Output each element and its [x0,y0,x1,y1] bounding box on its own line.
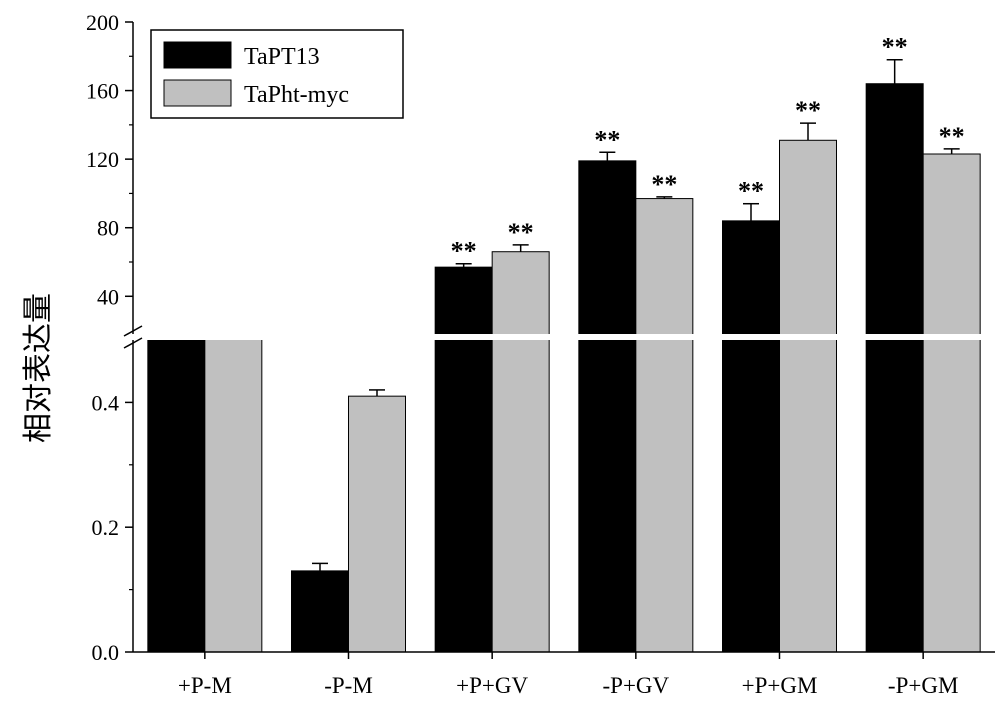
legend-swatch-tapht-myc [163,79,232,107]
bar-upper-tapt13-p-gv [434,266,493,334]
bar-lower-tapt13-p-gv [434,340,493,652]
significance-tapt13-p-gv: ** [451,237,477,266]
bar-lower-tapht-myc-p-gv [635,340,694,652]
x-tick-label-p-gv: -P+GV [603,673,670,698]
x-tick-label-p-gv: +P+GV [456,673,528,698]
significance-tapt13-p-gm: ** [882,33,908,62]
legend-swatch-tapt13 [163,41,232,69]
bar-lower-tapht-myc-p-gv [491,340,550,652]
x-tick-label-p-gm: +P+GM [742,673,818,698]
bar-upper-tapt13-p-gm [722,220,780,334]
y-tick-label-upper-200: 200 [86,10,119,35]
bar-lower-tapt13-p-gm [865,340,924,652]
y-tick-label-upper-80: 80 [97,216,119,241]
bar-lower-tapht-myc-p-gm [779,340,837,652]
bars-lower-segment [147,340,981,652]
bar-lower-tapt13-p-gv [578,340,637,652]
significance-tapt13-p-gm: ** [738,177,764,206]
significance-tapht-myc-p-gm: ** [939,122,965,151]
bar-upper-tapt13-p-gm [865,83,924,334]
chart-overlay: ** ** ** ** ** ** ** ** [123,33,997,571]
bar-upper-tapht-myc-p-gm [922,153,981,334]
axis-break-mark-lower [123,337,143,349]
y-tick-label-upper-40: 40 [97,284,119,309]
bar-upper-tapt13-p-gv [578,160,637,334]
y-tick-label-lower-0-0: 0.0 [92,640,120,665]
bar-lower-tapht-myc-p-m [348,395,406,652]
x-tick-label-p-m: +P-M [178,673,232,698]
axis-break-mark-upper [123,325,143,337]
legend: TaPT13 TaPht-myc [150,29,404,119]
bars-upper-segment [434,83,981,334]
legend-label-tapht-myc: TaPht-myc [244,82,349,108]
y-tick-label-upper-120: 120 [86,147,119,172]
y-tick-label-lower-0-4: 0.4 [92,390,120,415]
significance-tapht-myc-p-gm: ** [795,96,821,125]
bar-lower-tapt13-p-gm [722,340,780,652]
legend-label-tapt13: TaPT13 [244,44,320,70]
bar-upper-tapht-myc-p-gm [779,139,837,334]
bar-lower-tapt13-p-m [147,340,206,652]
bar-upper-tapht-myc-p-gv [635,198,694,334]
y-axis-label: 相对表达量 [21,293,56,443]
bar-lower-tapt13-p-m [291,570,349,652]
x-tick-label-p-gm: -P+GM [888,673,958,698]
bar-upper-tapht-myc-p-gv [491,251,550,334]
significance-tapt13-p-gv: ** [594,125,620,154]
bar-lower-tapht-myc-p-m [204,340,263,652]
x-tick-label-p-m: -P-M [324,673,373,698]
significance-tapht-myc-p-gv: ** [651,170,677,199]
y-tick-label-lower-0-2: 0.2 [92,515,120,540]
y-tick-label-upper-160: 160 [86,79,119,104]
chart-axes: +P-M -P-M +P+GV -P+GV +P+GM -P+GM 0.0 0.2 0.4 40 8… [86,10,995,698]
significance-tapht-myc-p-gv: ** [508,218,534,247]
axis-break-gap [123,334,997,340]
bar-lower-tapht-myc-p-gm [922,340,981,652]
